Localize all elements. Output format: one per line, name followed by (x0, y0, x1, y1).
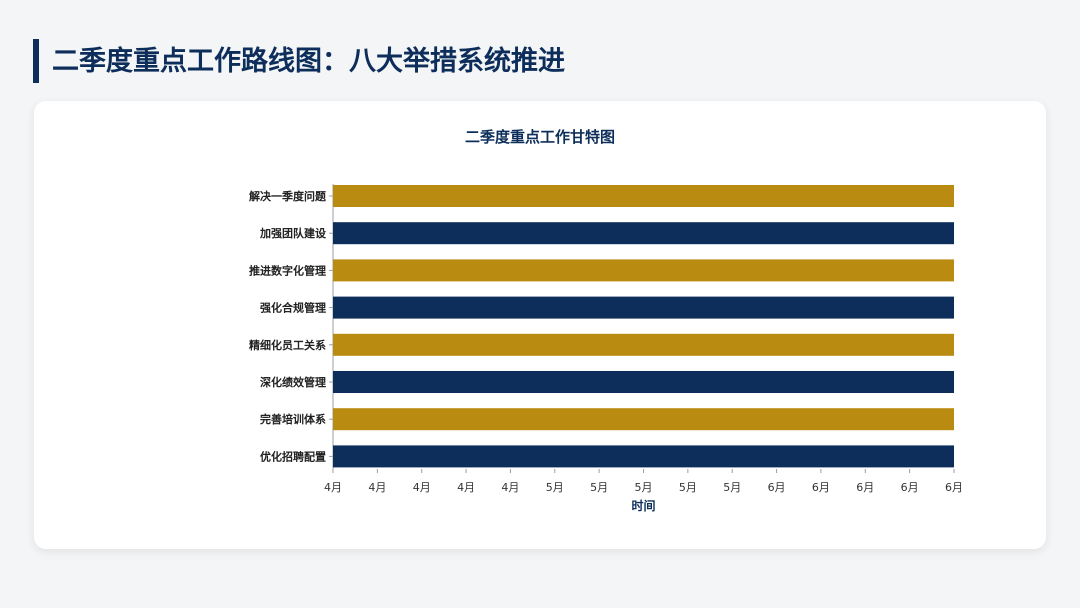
x-tick-label: 5月 (635, 481, 653, 494)
gantt-bar-5 (333, 333, 954, 356)
task-label: 精细化员工关系 (249, 338, 326, 352)
task-label: 加强团队建设 (259, 226, 327, 240)
gantt-bar-6 (333, 371, 954, 393)
gantt-bar-4 (333, 296, 954, 319)
chart-title: 二季度重点工作甘特图 (465, 128, 615, 146)
task-label: 推进数字化管理 (249, 263, 326, 277)
x-tick-label: 4月 (501, 481, 519, 494)
x-tick-label: 5月 (546, 481, 564, 494)
x-tick-label: 6月 (945, 481, 963, 494)
gantt-bar-3 (333, 259, 954, 282)
x-tick-label: 4月 (368, 481, 386, 494)
task-label: 强化合规管理 (260, 301, 326, 315)
x-tick-label: 6月 (901, 481, 919, 494)
x-tick-label: 6月 (768, 481, 786, 494)
x-tick-label: 5月 (723, 481, 741, 494)
task-label: 完善培训体系 (260, 412, 326, 426)
chart-card: 二季度重点工作甘特图解决一季度问题加强团队建设推进数字化管理强化合规管理精细化员… (34, 101, 1046, 549)
x-tick-label: 6月 (856, 481, 874, 494)
gantt-chart: 二季度重点工作甘特图解决一季度问题加强团队建设推进数字化管理强化合规管理精细化员… (249, 128, 963, 513)
task-label: 优化招聘配置 (260, 449, 326, 463)
page-title: 二季度重点工作路线图：八大举措系统推进 (52, 46, 565, 77)
x-tick-label: 5月 (679, 481, 697, 494)
x-tick-label: 4月 (324, 481, 342, 494)
gantt-bar-2 (333, 222, 954, 245)
x-tick-label: 4月 (457, 481, 475, 494)
gantt-bar-8 (333, 445, 954, 468)
x-tick-label: 6月 (812, 481, 830, 494)
task-label: 解决一季度问题 (249, 189, 327, 203)
gantt-bar-7 (333, 408, 954, 431)
x-axis-title: 时间 (631, 498, 655, 513)
x-tick-label: 4月 (413, 481, 431, 494)
task-label: 深化绩效管理 (260, 375, 326, 389)
x-tick-label: 5月 (590, 481, 608, 494)
gantt-bar-1 (333, 185, 954, 207)
title-accent-bar (33, 39, 39, 83)
